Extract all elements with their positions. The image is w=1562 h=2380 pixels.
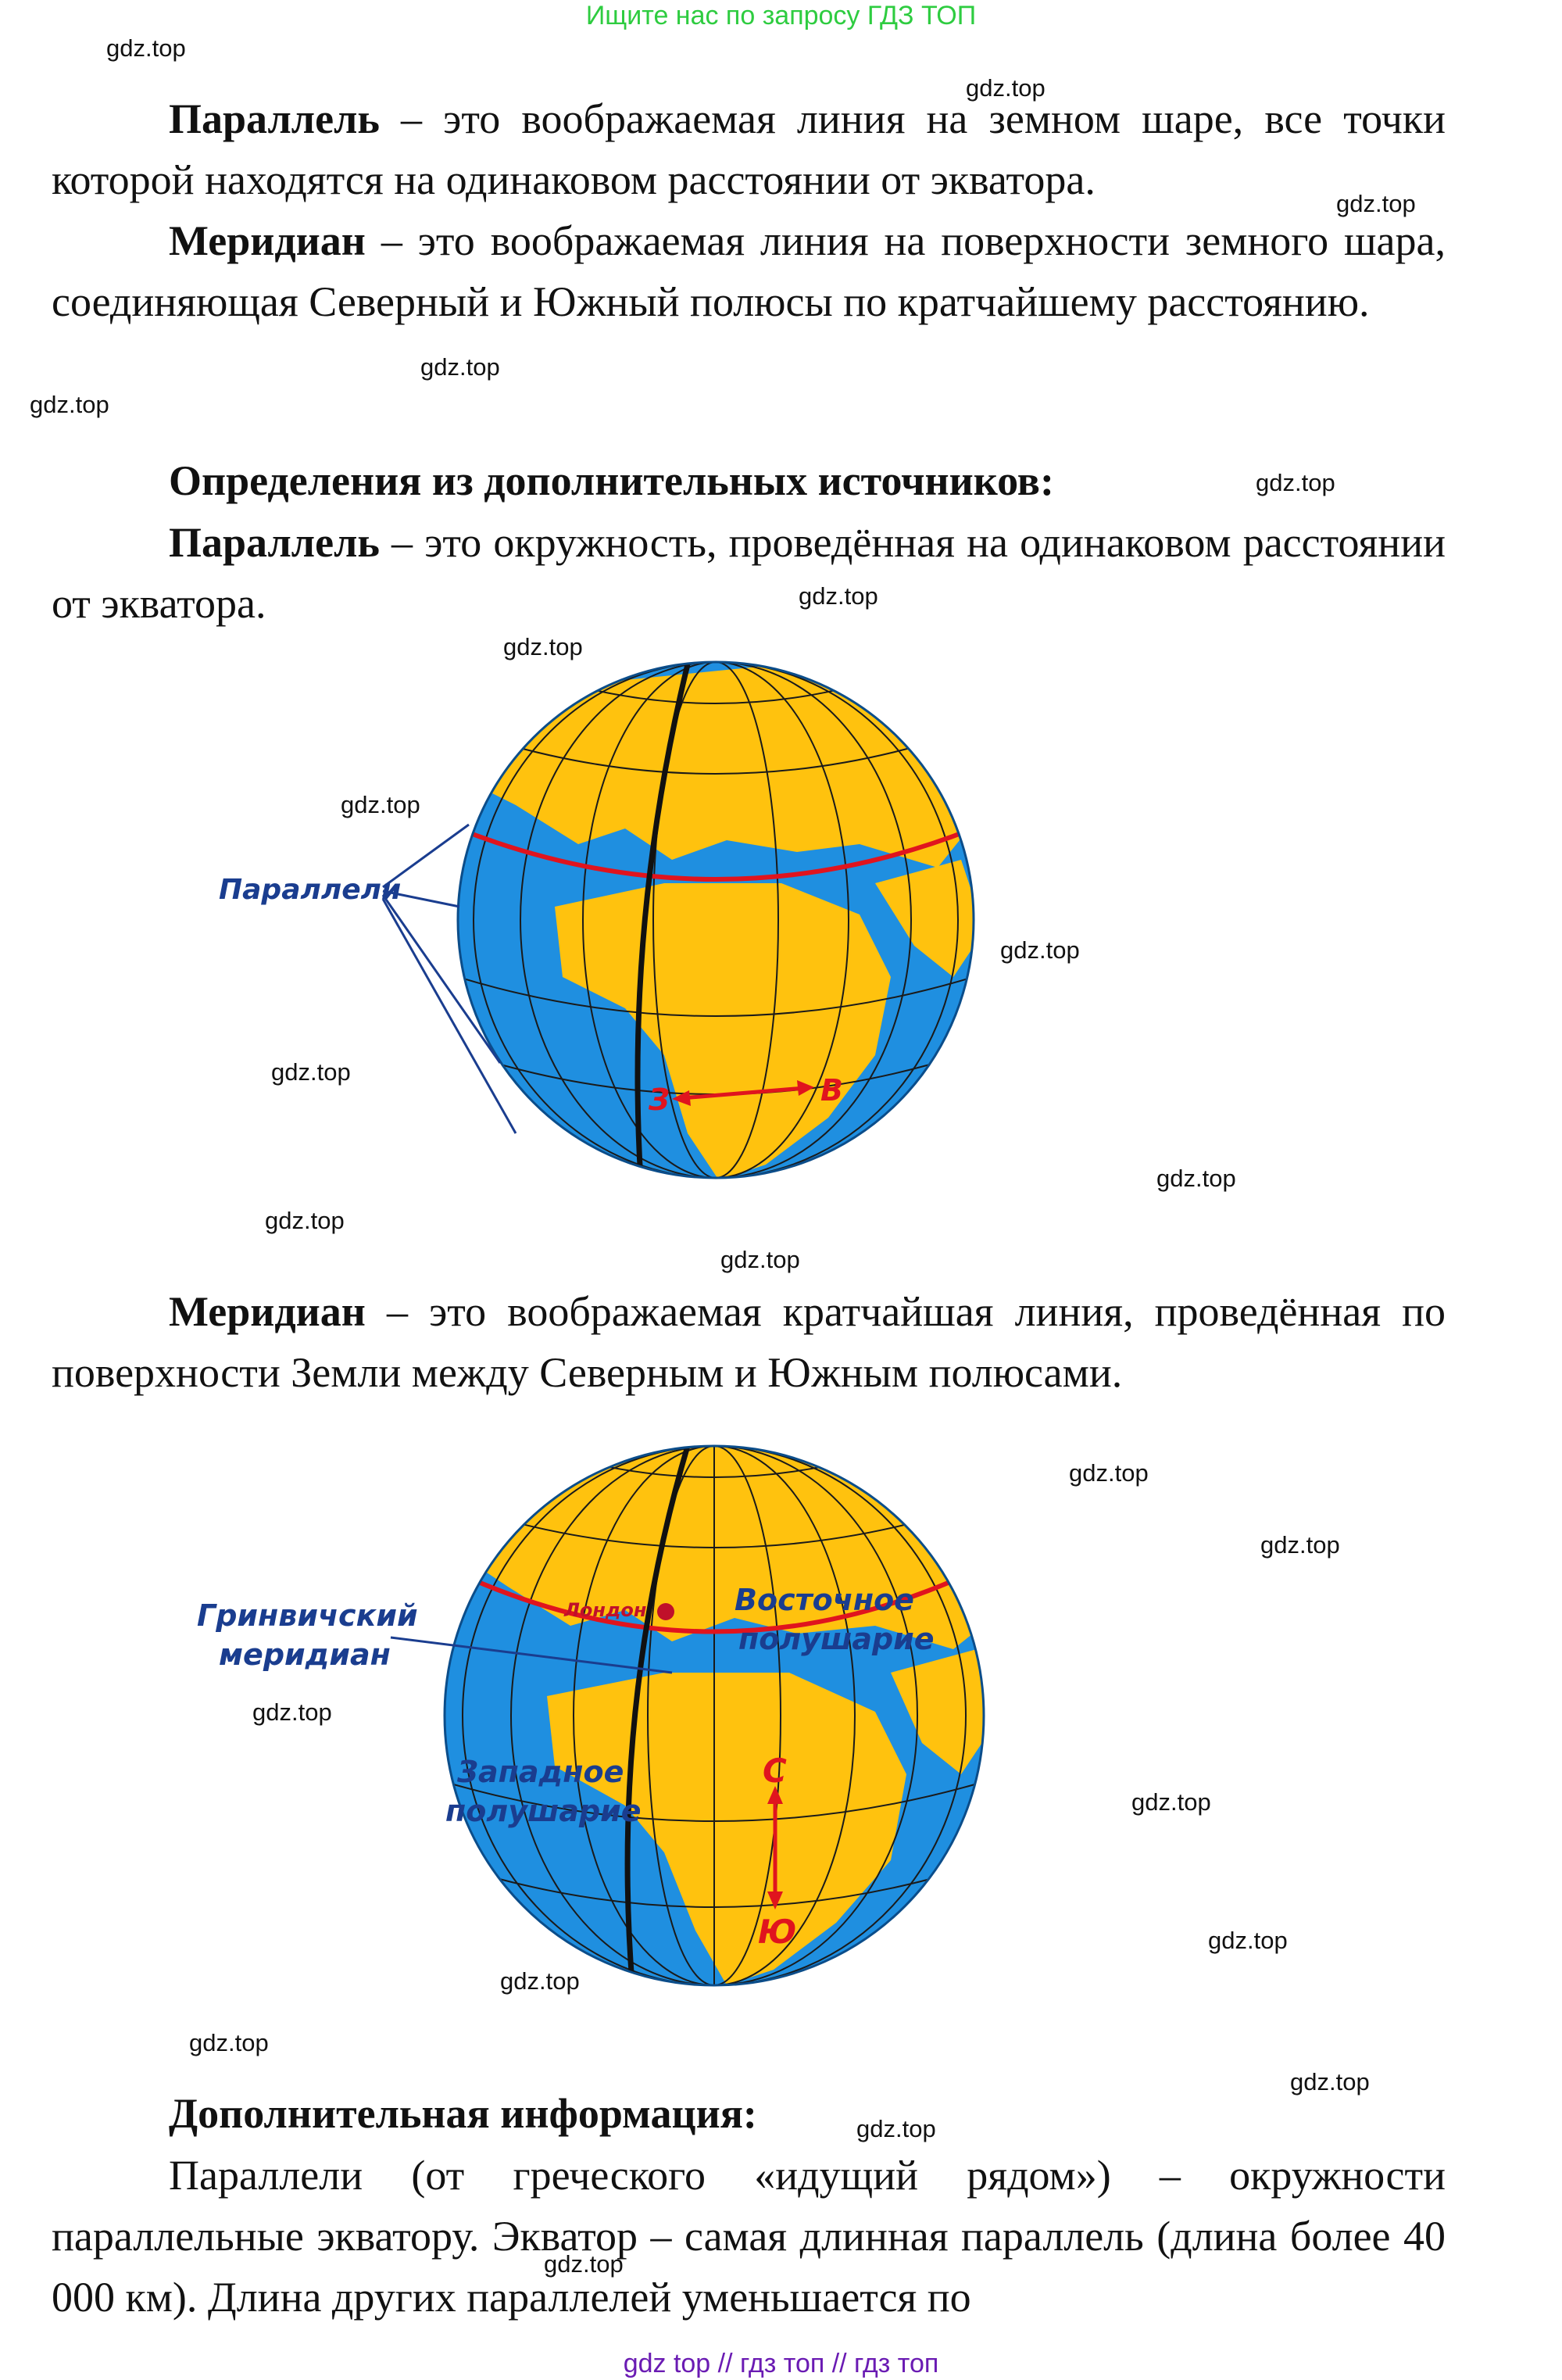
definition-text: – это воображаемая линия на поверхности … xyxy=(52,217,1446,325)
section-heading: Дополнительная информация: xyxy=(169,2090,757,2137)
label-south: Ю xyxy=(758,1913,796,1951)
london-marker xyxy=(657,1603,674,1620)
watermark: gdz.top xyxy=(1208,1927,1288,1954)
watermark: gdz.top xyxy=(1131,1788,1211,1816)
north-south-arrow xyxy=(767,1786,783,1909)
greenwich-meridian-line xyxy=(624,1446,691,1985)
definition-parallel-alt: Параллель – это окружность, проведённая … xyxy=(52,512,1446,634)
watermark: gdz.top xyxy=(271,1058,351,1086)
section-heading: Определения из дополнительных источников… xyxy=(169,457,1054,504)
label-north: С xyxy=(763,1752,787,1790)
highlight-parallel xyxy=(458,826,974,882)
definition-text: – это воображаемая кратчайшая линия, про… xyxy=(52,1288,1446,1396)
additional-info-text: Параллели (от греческого «идущий рядом»)… xyxy=(52,2152,1446,2321)
highlight-parallel xyxy=(445,1565,984,1634)
watermark: gdz.top xyxy=(265,1207,345,1234)
watermark: gdz.top xyxy=(1000,936,1080,964)
term-meridian: Меридиан xyxy=(169,1288,366,1335)
label-west-hemisphere: Западное полушарие xyxy=(445,1755,642,1828)
landmass-africa xyxy=(555,883,891,1178)
watermark: gdz.top xyxy=(720,1246,800,1273)
watermark: gdz.top xyxy=(106,34,186,62)
landmass-america xyxy=(458,680,531,758)
watermark: gdz.top xyxy=(30,391,109,418)
watermark: gdz.top xyxy=(503,633,583,660)
label-east-hemisphere: Восточное полушарие xyxy=(735,1583,935,1656)
label-parallels: Параллели xyxy=(219,874,401,906)
watermark: gdz.top xyxy=(1156,1165,1236,1192)
watermark: gdz.top xyxy=(799,582,878,610)
watermark: gdz.top xyxy=(500,1967,580,1995)
globe-parallels-figure: Параллели З В xyxy=(219,660,975,1179)
globe-meridian-figure: Гринвичский меридиан Лондон Восточное по… xyxy=(197,1444,985,1987)
label-london: Лондон xyxy=(563,1599,646,1621)
watermark: gdz.top xyxy=(856,2115,936,2142)
term-meridian: Меридиан xyxy=(169,217,366,264)
west-east-arrow xyxy=(672,1080,814,1106)
label-west: З xyxy=(648,1083,670,1117)
term-parallel: Параллель xyxy=(169,95,380,142)
watermark: gdz.top xyxy=(252,1698,332,1726)
landmass-africa xyxy=(547,1673,906,1985)
watermark: gdz.top xyxy=(341,791,420,818)
prime-meridian-line xyxy=(634,664,691,1178)
search-banner[interactable]: Ищите нас по запросу ГДЗ ТОП xyxy=(585,1,977,30)
watermark: gdz.top xyxy=(1260,1531,1340,1559)
watermark: gdz.top xyxy=(1256,469,1335,496)
watermark: gdz.top xyxy=(420,353,500,381)
label-east: В xyxy=(820,1073,843,1108)
term-parallel: Параллель xyxy=(169,519,380,566)
watermark: gdz.top xyxy=(189,2029,269,2056)
watermark: gdz.top xyxy=(1290,2068,1370,2095)
definition-text: – это воображаемая линия на земном шаре,… xyxy=(52,95,1446,203)
footer-links[interactable]: gdz top // гдз топ // гдз топ xyxy=(623,2349,939,2378)
watermark: gdz.top xyxy=(544,2250,624,2278)
watermark: gdz.top xyxy=(1336,190,1416,217)
definition-parallel: Параллель – это воображаемая линия на зе… xyxy=(52,88,1446,210)
definition-meridian-alt: Меридиан – это воображаемая кратчайшая л… xyxy=(52,1281,1446,1403)
definition-text: – это окружность, проведённая на одинако… xyxy=(52,519,1446,627)
label-greenwich: Гринвичский меридиан xyxy=(197,1598,428,1672)
definition-meridian: Меридиан – это воображаемая линия на пов… xyxy=(52,210,1446,332)
watermark: gdz.top xyxy=(1069,1459,1149,1487)
watermark: gdz.top xyxy=(966,74,1046,102)
